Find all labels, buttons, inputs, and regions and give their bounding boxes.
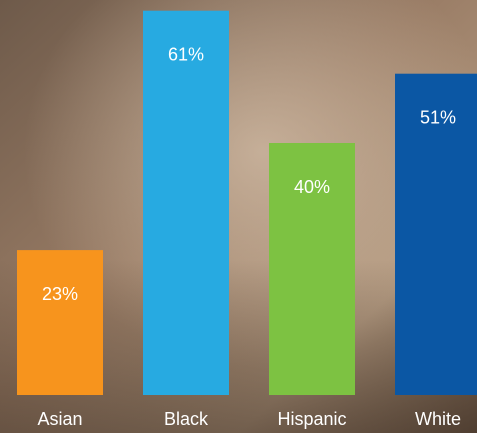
category-label: Black [164, 409, 209, 429]
category-label: Asian [37, 409, 82, 429]
value-label: 51% [420, 107, 456, 127]
category-label: Hispanic [277, 409, 346, 429]
page: 23%Asian61%Black40%Hispanic51%White (() … [0, 0, 477, 433]
chart: 23% Asian 61% Black 40% Hispanic 51% White [0, 0, 477, 433]
value-label: 23% [42, 284, 78, 304]
value-label: 61% [168, 44, 204, 64]
category-label: White [415, 409, 461, 429]
bar [143, 11, 229, 395]
bar [17, 250, 103, 395]
value-label: 40% [294, 177, 330, 197]
